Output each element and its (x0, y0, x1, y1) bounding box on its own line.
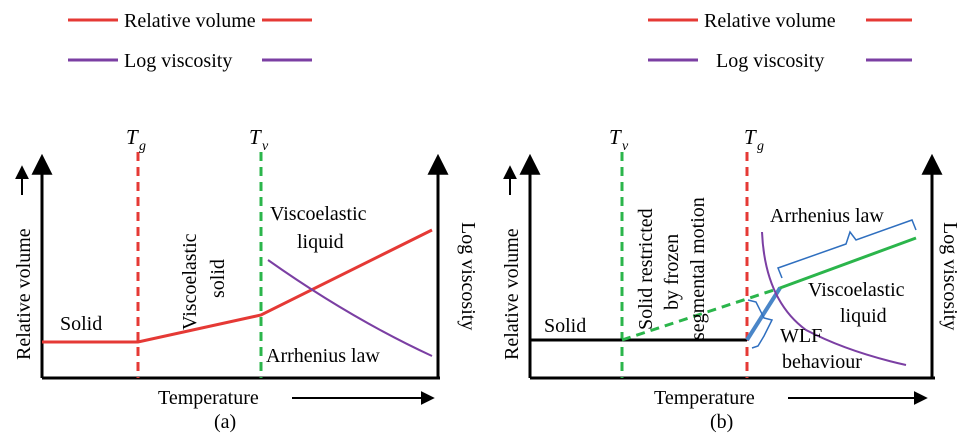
panel-a-y-left-label: Relative volume (13, 228, 35, 360)
panel-b-wlf-segment (745, 286, 782, 342)
panel-b-liquid-line (779, 236, 917, 290)
panel-b-tg-symbol: T (744, 125, 757, 149)
panel-a-tg-sub: g (139, 139, 146, 154)
panel-a-caption: (a) (214, 411, 236, 433)
panel-a-ve-solid-label-1: Viscoelastic (179, 233, 201, 330)
panel-b-tv-sub: v (622, 139, 629, 154)
panel-a-ve-liquid-label-2: liquid (297, 231, 344, 253)
panel-b-restricted-label-2: by frozen (661, 234, 683, 310)
panel-a-tv-symbol: T (249, 125, 262, 149)
panel-b-ve-liquid-label-2: liquid (840, 305, 887, 327)
panel-b: Relative volume Log viscosity Temperatur… (501, 125, 959, 433)
legend-right-relvol-label: Relative volume (704, 10, 836, 32)
panel-a-tv-sub: v (262, 139, 269, 154)
panel-a-arrhenius-label: Arrhenius law (266, 345, 380, 367)
panel-b-solid-label: Solid (544, 315, 586, 337)
panel-b-y-right-label: Log viscosity (939, 222, 959, 330)
legend-left-relvol-label: Relative volume (124, 10, 256, 32)
panel-a-ve-solid-label-2: solid (207, 259, 229, 298)
panel-b-log-viscosity-curve (761, 231, 907, 366)
panel-a-y-right-label: Log viscosity (457, 222, 479, 330)
panel-a-relative-volume-curve (42, 228, 433, 344)
legend-left: Relative volume Log viscosity (68, 10, 312, 72)
panel-b-x-label: Temperature (654, 387, 755, 409)
panel-b-wlf-brace (747, 299, 774, 349)
panel-b-restricted-label-1: Solid restricted (635, 208, 657, 330)
panel-b-wlf-label-1: WLF (780, 325, 822, 347)
panel-b-y-left-label: Relative volume (501, 228, 523, 360)
panel-a: Relative volume Log viscosity Temperatur… (13, 125, 479, 433)
panel-a-x-label: Temperature (158, 387, 259, 409)
legend-left-logvisc-label: Log viscosity (124, 50, 232, 72)
panel-b-tv-symbol: T (609, 125, 622, 149)
panel-b-wlf-label-2: behaviour (782, 351, 862, 373)
panel-b-arrhenius-label: Arrhenius law (770, 205, 884, 227)
panel-b-tg-sub: g (757, 139, 764, 154)
panel-b-restricted-label-3: segmental motion (687, 197, 709, 340)
legend-right-logvisc-label: Log viscosity (716, 50, 824, 72)
legend-right: Relative volume Log viscosity (648, 10, 912, 72)
panel-b-arrhenius-brace (777, 219, 917, 279)
panel-a-solid-label: Solid (60, 313, 102, 335)
panel-a-ve-liquid-label-1: Viscoelastic (270, 203, 367, 225)
panel-b-glass-extension (621, 286, 781, 342)
panel-a-tg-symbol: T (126, 125, 139, 149)
panel-b-caption: (b) (710, 411, 733, 433)
panel-b-ve-liquid-label-1: Viscoelastic (808, 279, 905, 301)
panel-a-log-viscosity-curve (267, 259, 433, 357)
